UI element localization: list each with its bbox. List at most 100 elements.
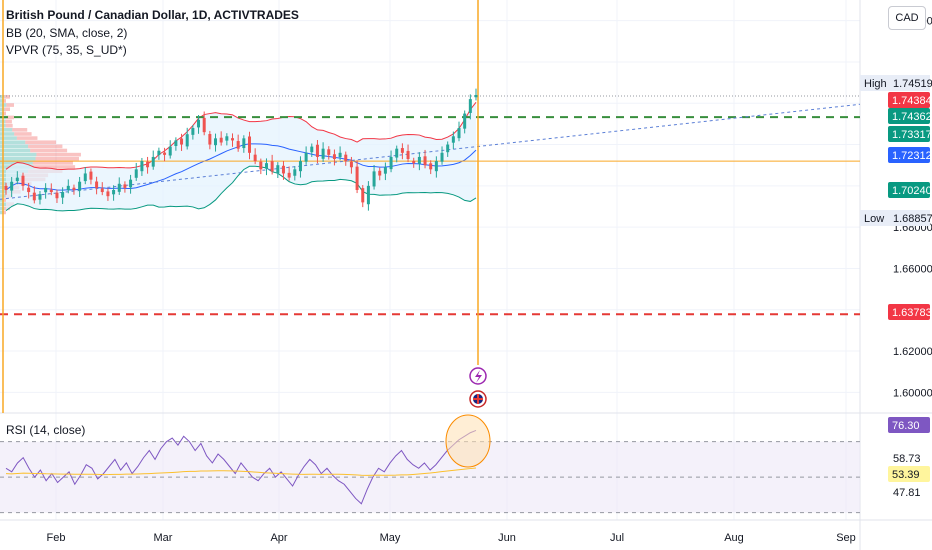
candle-body[interactable] xyxy=(321,148,325,159)
candle-body[interactable] xyxy=(15,177,19,182)
candle-body[interactable] xyxy=(355,166,359,190)
candle-body[interactable] xyxy=(366,185,370,205)
candle-body[interactable] xyxy=(151,156,155,167)
candle-body[interactable] xyxy=(383,167,387,174)
candle-body[interactable] xyxy=(100,188,104,193)
chart-title[interactable]: British Pound / Canadian Dollar, 1D, ACT… xyxy=(6,8,299,22)
candle-body[interactable] xyxy=(157,150,161,156)
candle-body[interactable] xyxy=(281,165,285,174)
candle-body[interactable] xyxy=(389,156,393,170)
candle-body[interactable] xyxy=(395,148,399,158)
candle-body[interactable] xyxy=(231,138,235,141)
candle-body[interactable] xyxy=(417,156,421,164)
candle-body[interactable] xyxy=(208,134,212,145)
candle-body[interactable] xyxy=(276,165,280,174)
candle-body[interactable] xyxy=(361,188,365,203)
candle-body[interactable] xyxy=(451,136,455,143)
candle-body[interactable] xyxy=(270,161,274,172)
candle-body[interactable] xyxy=(140,161,144,172)
candle-body[interactable] xyxy=(174,140,178,146)
candle-body[interactable] xyxy=(310,146,314,153)
candle-body[interactable] xyxy=(78,181,82,191)
candle-body[interactable] xyxy=(117,183,121,192)
candle-body[interactable] xyxy=(400,148,404,153)
vp-bar-down xyxy=(2,210,6,215)
candle-body[interactable] xyxy=(225,136,229,141)
candle-body[interactable] xyxy=(406,150,410,160)
candle-body[interactable] xyxy=(293,169,297,176)
candle-body[interactable] xyxy=(349,161,353,168)
candle-body[interactable] xyxy=(66,185,70,191)
event-markers[interactable] xyxy=(469,367,487,408)
vpvr-legend[interactable]: VPVR (75, 35, S_UD*) xyxy=(6,43,127,57)
candle-body[interactable] xyxy=(163,152,167,155)
candle-body[interactable] xyxy=(27,187,31,193)
candle-body[interactable] xyxy=(180,138,184,145)
candle-body[interactable] xyxy=(264,163,268,169)
candle-body[interactable] xyxy=(474,94,478,98)
candle-body[interactable] xyxy=(106,191,110,197)
candle-body[interactable] xyxy=(214,138,218,146)
candle-body[interactable] xyxy=(49,189,53,193)
candle-body[interactable] xyxy=(38,194,42,200)
candle-body[interactable] xyxy=(10,181,14,191)
candle-body[interactable] xyxy=(219,137,223,143)
trend-line[interactable] xyxy=(0,103,861,200)
candle-body[interactable] xyxy=(95,181,99,188)
candle-body[interactable] xyxy=(463,113,467,129)
candle-body[interactable] xyxy=(72,187,76,190)
candle-body[interactable] xyxy=(423,156,427,166)
candle-body[interactable] xyxy=(372,171,376,187)
bb-legend[interactable]: BB (20, SMA, close, 2) xyxy=(6,26,128,40)
currency-button[interactable]: CAD xyxy=(888,6,926,30)
candle-body[interactable] xyxy=(185,134,189,147)
price-tag-value: 1.74384 xyxy=(892,95,932,107)
candle-body[interactable] xyxy=(298,161,302,172)
price-axis[interactable]: 1.780001.680001.660001.620001.60000High1… xyxy=(860,16,932,499)
candle-body[interactable] xyxy=(446,144,450,153)
candle-body[interactable] xyxy=(287,172,291,178)
candle-body[interactable] xyxy=(440,152,444,162)
candle-body[interactable] xyxy=(338,152,342,158)
candle-body[interactable] xyxy=(129,179,133,188)
candle-body[interactable] xyxy=(332,154,336,160)
candle-body[interactable] xyxy=(468,99,472,113)
candle-body[interactable] xyxy=(259,161,263,170)
candle-body[interactable] xyxy=(191,128,195,135)
candle-body[interactable] xyxy=(134,169,138,178)
price-tag-bg xyxy=(888,126,930,142)
candle-body[interactable] xyxy=(146,161,150,168)
vp-bar-down xyxy=(33,165,76,169)
candle-body[interactable] xyxy=(344,154,348,162)
candles[interactable] xyxy=(4,88,478,211)
time-tick-label: Sep xyxy=(836,532,856,544)
candle-body[interactable] xyxy=(412,160,416,164)
rsi-legend[interactable]: RSI (14, close) xyxy=(6,423,86,437)
candle-body[interactable] xyxy=(168,146,172,156)
candle-body[interactable] xyxy=(247,136,251,153)
candle-body[interactable] xyxy=(197,119,201,128)
candle-body[interactable] xyxy=(429,163,433,170)
candle-body[interactable] xyxy=(236,141,240,149)
time-axis[interactable]: Feb Mar Apr May Jun Jul Aug Sep xyxy=(47,532,856,544)
candle-body[interactable] xyxy=(21,175,25,186)
candle-body[interactable] xyxy=(44,187,48,193)
candle-body[interactable] xyxy=(55,192,59,199)
candle-body[interactable] xyxy=(83,173,87,182)
candle-body[interactable] xyxy=(327,149,331,155)
candle-body[interactable] xyxy=(242,138,246,149)
candle-body[interactable] xyxy=(202,117,206,133)
candle-body[interactable] xyxy=(112,189,116,195)
candle-body[interactable] xyxy=(378,170,382,176)
candle-body[interactable] xyxy=(315,144,319,157)
candle-body[interactable] xyxy=(89,171,93,180)
candle-body[interactable] xyxy=(304,152,308,162)
candle-body[interactable] xyxy=(123,184,127,188)
candle-body[interactable] xyxy=(32,192,36,201)
candle-body[interactable] xyxy=(61,192,65,198)
candle-body[interactable] xyxy=(4,185,8,190)
candle-body[interactable] xyxy=(434,161,438,172)
rsi-highlight-circle[interactable] xyxy=(445,414,491,468)
candle-body[interactable] xyxy=(457,128,461,139)
candle-body[interactable] xyxy=(253,154,257,162)
